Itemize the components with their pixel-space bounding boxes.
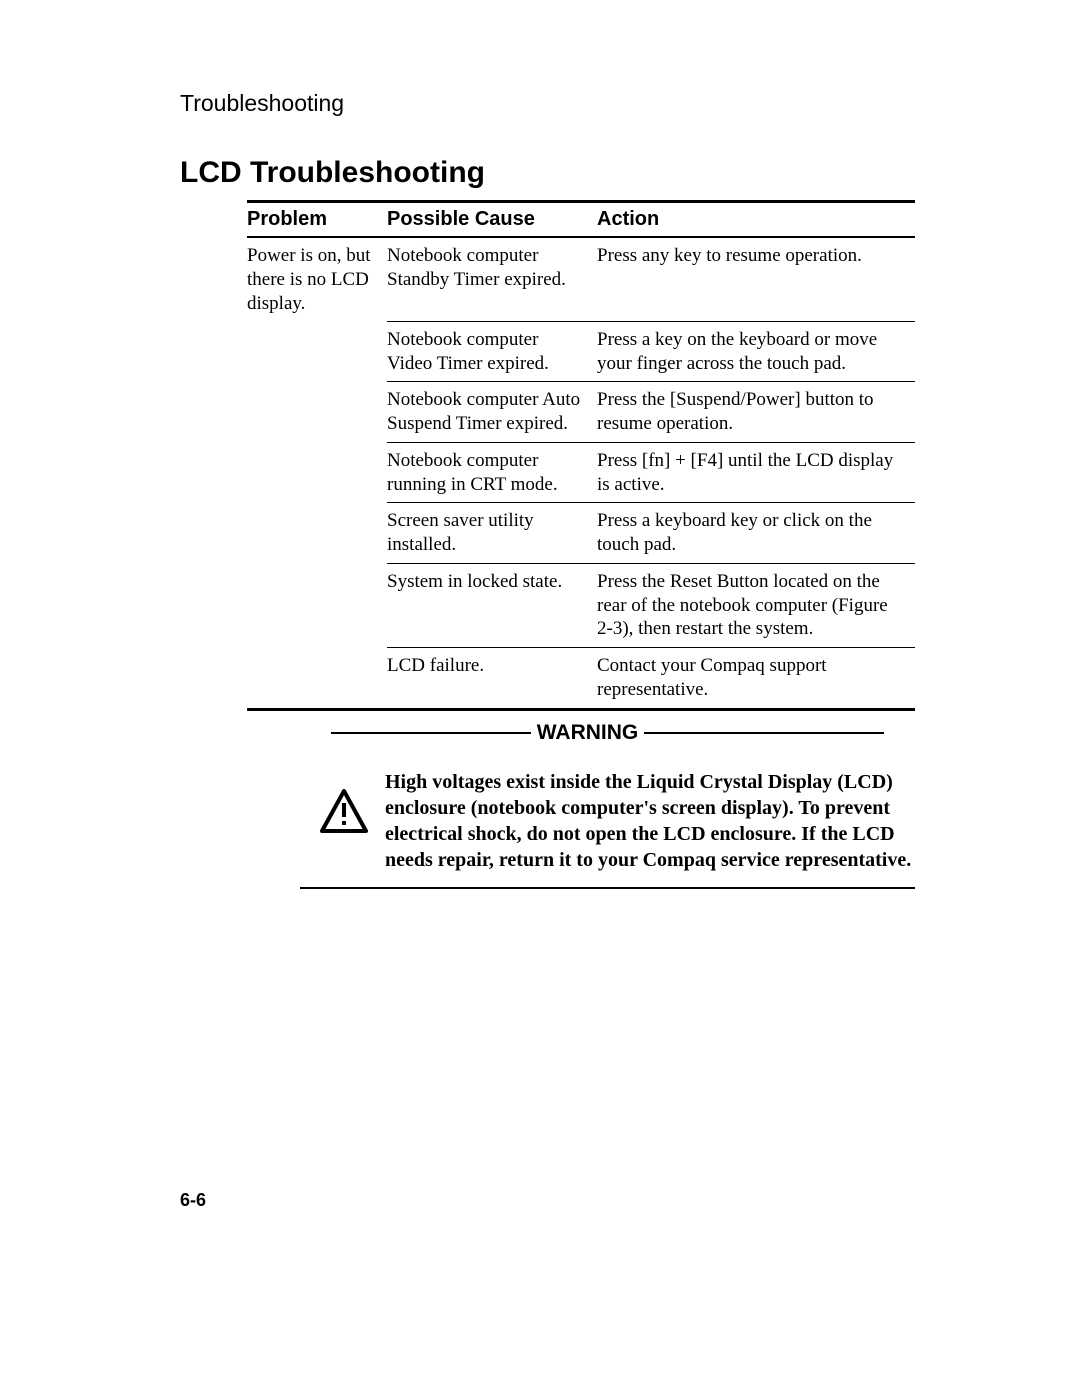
cell-problem: [247, 382, 387, 443]
cell-problem: Power is on, but there is no LCD display…: [247, 237, 387, 321]
cell-cause: Notebook computer running in CRT mode.: [387, 442, 597, 503]
cell-problem: [247, 321, 387, 382]
cell-cause: Screen saver utility installed.: [387, 503, 597, 564]
table-row: System in locked state.Press the Reset B…: [247, 563, 915, 647]
warning-label: WARNING: [537, 721, 639, 744]
table-row: Notebook computer running in CRT mode.Pr…: [247, 442, 915, 503]
page: Troubleshooting LCD Troubleshooting Prob…: [0, 0, 1080, 1397]
troubleshooting-table: Problem Possible Cause Action Power is o…: [247, 200, 915, 711]
cell-action: Press a keyboard key or click on the tou…: [597, 503, 915, 564]
col-header-action: Action: [597, 202, 915, 238]
table-body: Power is on, but there is no LCD display…: [247, 237, 915, 709]
warning-bottom-rule: [300, 887, 915, 889]
cell-cause: LCD failure.: [387, 648, 597, 710]
cell-action: Press any key to resume operation.: [597, 237, 915, 321]
cell-action: Press the [Suspend/Power] button to resu…: [597, 382, 915, 443]
cell-cause: System in locked state.: [387, 563, 597, 647]
cell-problem: [247, 442, 387, 503]
table-row: LCD failure.Contact your Compaq support …: [247, 648, 915, 710]
table-row: Notebook computer Video Timer expired.Pr…: [247, 321, 915, 382]
running-head: Troubleshooting: [180, 90, 344, 117]
cell-problem: [247, 648, 387, 710]
cell-action: Press the Reset Button located on the re…: [597, 563, 915, 647]
cell-action: Press a key on the keyboard or move your…: [597, 321, 915, 382]
cell-cause: Notebook computer Auto Suspend Timer exp…: [387, 382, 597, 443]
table-header-row: Problem Possible Cause Action: [247, 202, 915, 238]
cell-action: Contact your Compaq support representati…: [597, 648, 915, 710]
warning-heading: WARNING: [300, 721, 915, 745]
table-row: Power is on, but there is no LCD display…: [247, 237, 915, 321]
col-header-cause: Possible Cause: [387, 202, 597, 238]
cell-cause: Notebook computer Video Timer expired.: [387, 321, 597, 382]
warning-triangle-icon: [320, 789, 368, 833]
warning-text: High voltages exist inside the Liquid Cr…: [385, 769, 915, 873]
cell-problem: [247, 503, 387, 564]
cell-problem: [247, 563, 387, 647]
table-row: Notebook computer Auto Suspend Timer exp…: [247, 382, 915, 443]
col-header-problem: Problem: [247, 202, 387, 238]
table-row: Screen saver utility installed.Press a k…: [247, 503, 915, 564]
section-title: LCD Troubleshooting: [180, 156, 485, 190]
cell-cause: Notebook computer Standby Timer expired.: [387, 237, 597, 321]
page-number: 6-6: [180, 1190, 206, 1211]
cell-action: Press [fn] + [F4] until the LCD display …: [597, 442, 915, 503]
